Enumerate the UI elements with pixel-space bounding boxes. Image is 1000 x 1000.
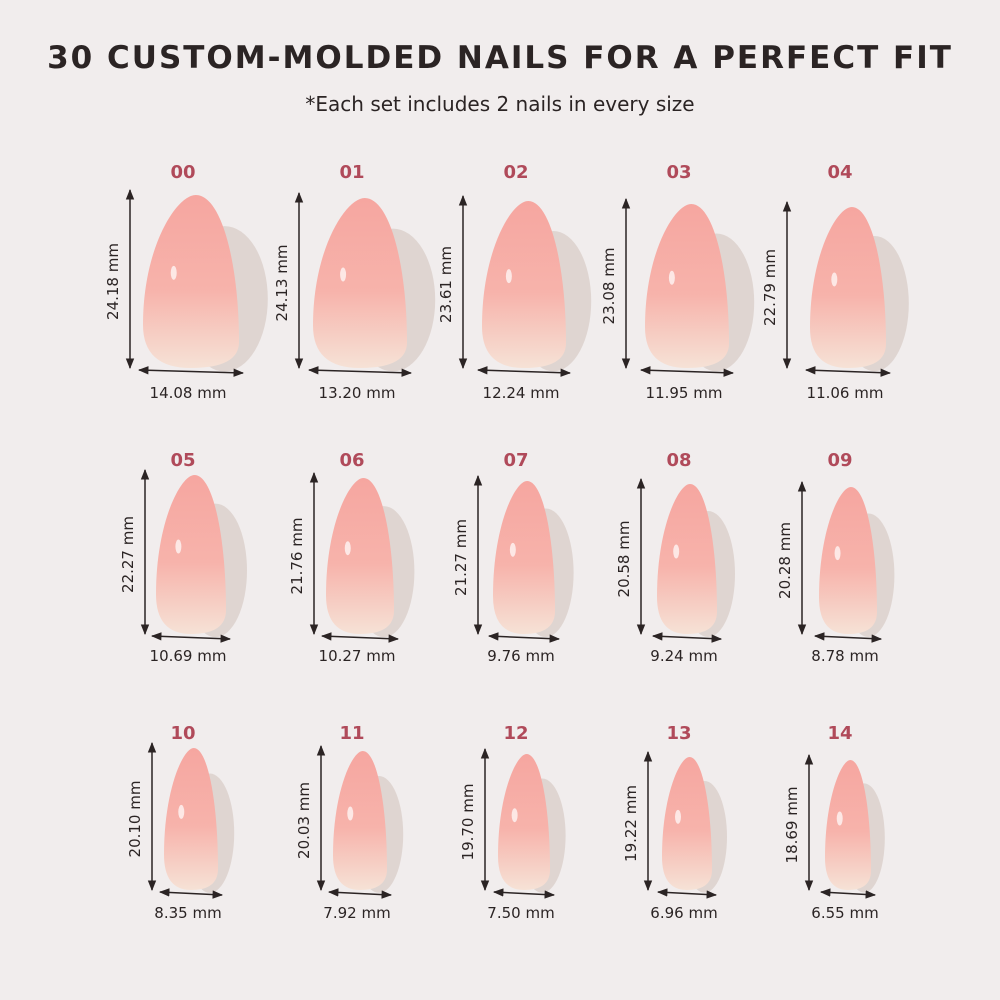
size-label: 13: [666, 723, 691, 744]
nail: [482, 201, 566, 368]
width-arrow: [492, 888, 556, 899]
width-label: 6.55 mm: [811, 904, 878, 922]
nail: [645, 204, 729, 368]
width-arrow: [307, 366, 413, 377]
size-label: 01: [339, 162, 364, 183]
title: 30 CUSTOM-MOLDED NAILS FOR A PERFECT FIT: [47, 40, 953, 76]
height-label: 19.70 mm: [459, 784, 477, 861]
nail: [143, 195, 239, 368]
width-label: 11.06 mm: [807, 384, 884, 402]
nail-highlight: [836, 811, 843, 826]
nail: [810, 207, 886, 368]
size-label: 02: [503, 162, 528, 183]
width-label: 10.69 mm: [150, 647, 227, 665]
width-label: 12.24 mm: [483, 384, 560, 402]
size-label: 12: [503, 723, 528, 744]
width-arrow: [476, 366, 572, 377]
nail: [156, 475, 226, 634]
width-arrow: [327, 888, 393, 899]
nail-highlight: [170, 265, 177, 280]
height-label: 19.22 mm: [622, 785, 640, 862]
width-arrow: [819, 888, 877, 899]
width-label: 14.08 mm: [150, 384, 227, 402]
size-label: 07: [503, 450, 528, 471]
width-arrow: [804, 366, 892, 377]
width-arrow: [639, 366, 735, 377]
size-label: 09: [827, 450, 852, 471]
nail-highlight: [834, 546, 841, 561]
height-label: 23.08 mm: [600, 248, 618, 325]
size-label: 04: [827, 162, 852, 183]
nail: [657, 484, 717, 634]
height-label: 20.10 mm: [126, 781, 144, 858]
size-label: 00: [170, 162, 195, 183]
subtitle: *Each set includes 2 nails in every size: [305, 92, 694, 116]
width-label: 6.96 mm: [650, 904, 717, 922]
nail-highlight: [831, 272, 838, 287]
size-label: 10: [170, 723, 195, 744]
width-label: 8.78 mm: [811, 647, 878, 665]
nail-highlight: [340, 267, 347, 282]
width-label: 9.24 mm: [650, 647, 717, 665]
nail: [333, 751, 387, 890]
height-label: 24.18 mm: [104, 243, 122, 320]
nail-highlight: [178, 804, 185, 819]
width-label: 11.95 mm: [646, 384, 723, 402]
nail-highlight: [675, 809, 681, 824]
width-label: 9.76 mm: [487, 647, 554, 665]
size-label: 11: [339, 723, 364, 744]
height-label: 23.61 mm: [437, 246, 455, 323]
nail-highlight: [511, 808, 518, 823]
height-label: 24.13 mm: [273, 245, 291, 322]
size-label: 06: [339, 450, 364, 471]
nail-highlight: [344, 541, 351, 556]
nail-highlight: [673, 544, 680, 559]
width-label: 7.50 mm: [487, 904, 554, 922]
nail-highlight: [509, 542, 516, 557]
width-arrow: [813, 632, 883, 643]
nail-highlight: [347, 806, 354, 821]
height-label: 21.27 mm: [452, 519, 470, 596]
nail: [662, 757, 712, 890]
width-label: 10.27 mm: [319, 647, 396, 665]
width-arrow: [487, 632, 561, 643]
nail-highlight: [175, 539, 182, 554]
nail: [326, 478, 394, 634]
nail: [313, 198, 407, 368]
size-label: 03: [666, 162, 691, 183]
width-arrow: [651, 632, 723, 643]
height-label: 21.76 mm: [288, 518, 306, 595]
height-label: 22.27 mm: [119, 516, 137, 593]
width-label: 7.92 mm: [323, 904, 390, 922]
height-label: 20.58 mm: [615, 521, 633, 598]
nail: [498, 754, 550, 890]
size-label: 08: [666, 450, 691, 471]
nail: [819, 487, 877, 634]
width-label: 13.20 mm: [319, 384, 396, 402]
nail-highlight: [505, 269, 512, 284]
nail: [164, 748, 218, 890]
nail-highlight: [668, 270, 675, 285]
height-label: 20.28 mm: [776, 522, 794, 599]
width-arrow: [158, 888, 224, 899]
size-label: 05: [170, 450, 195, 471]
nail: [825, 760, 871, 890]
height-label: 22.79 mm: [761, 249, 779, 326]
nail: [493, 481, 555, 634]
width-label: 8.35 mm: [154, 904, 221, 922]
height-label: 18.69 mm: [783, 787, 801, 864]
size-label: 14: [827, 723, 852, 744]
width-arrow: [137, 366, 245, 377]
width-arrow: [150, 632, 232, 643]
width-arrow: [320, 632, 400, 643]
height-label: 20.03 mm: [295, 782, 313, 859]
width-arrow: [656, 888, 718, 899]
